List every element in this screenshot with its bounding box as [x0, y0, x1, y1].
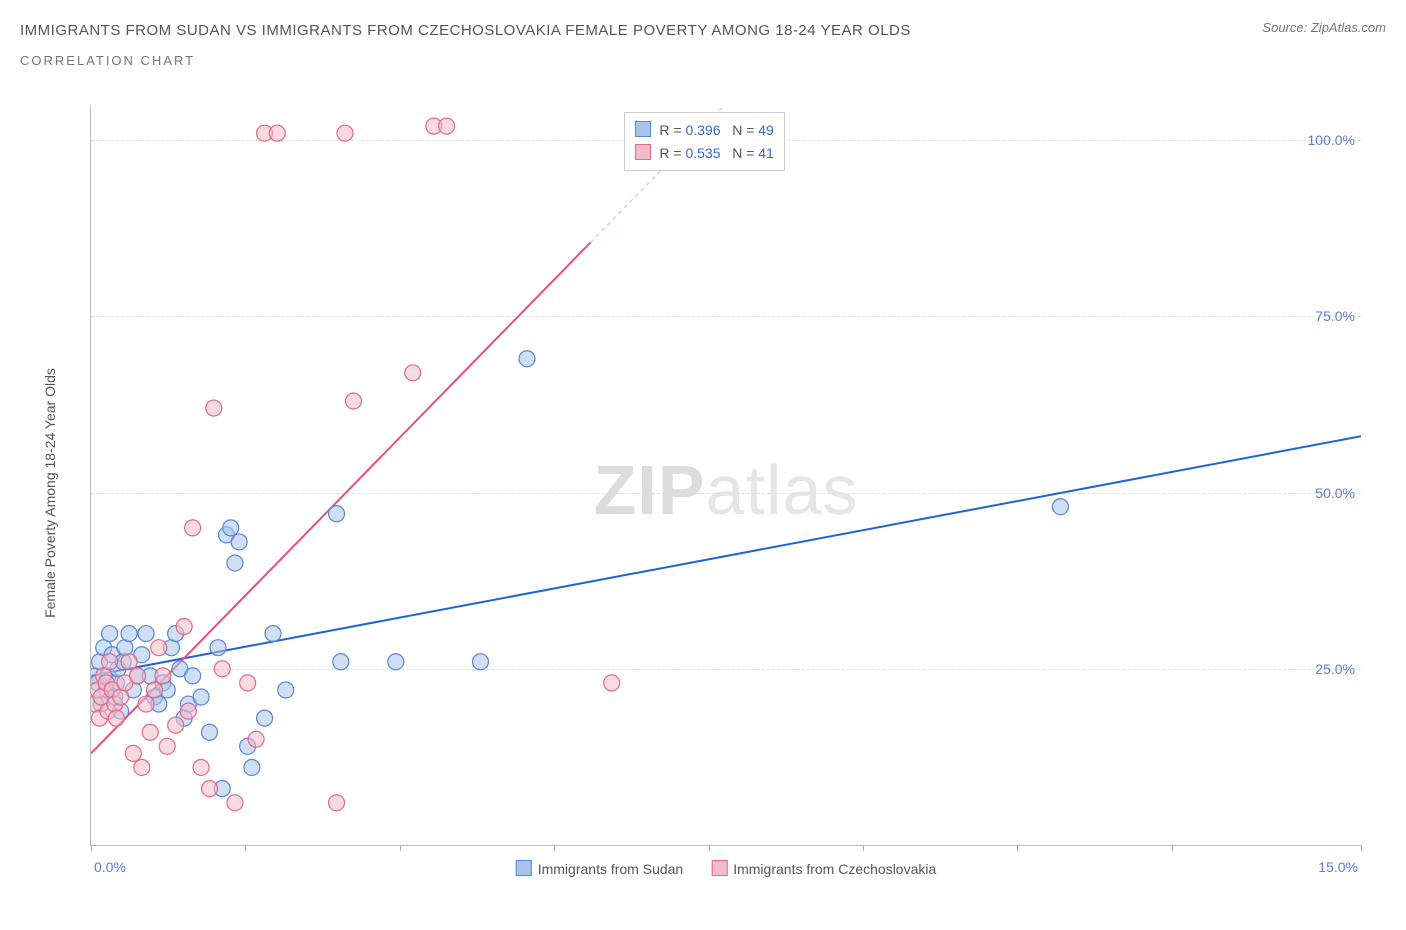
point-sudan	[138, 626, 154, 642]
point-czech	[180, 703, 196, 719]
point-sudan	[231, 534, 247, 550]
point-sudan	[227, 555, 243, 571]
point-czech	[125, 745, 141, 761]
point-sudan	[185, 668, 201, 684]
legend-label: Immigrants from Czechoslovakia	[733, 861, 936, 877]
point-czech	[121, 654, 137, 670]
point-czech	[248, 731, 264, 747]
point-sudan	[472, 654, 488, 670]
point-czech	[155, 668, 171, 684]
point-sudan	[102, 626, 118, 642]
chart-title: IMMIGRANTS FROM SUDAN VS IMMIGRANTS FROM…	[20, 20, 911, 41]
point-sudan	[519, 351, 535, 367]
point-czech	[102, 654, 118, 670]
svg-layer	[91, 105, 1361, 845]
point-sudan	[1052, 499, 1068, 515]
x-tick	[863, 845, 864, 851]
point-sudan	[202, 724, 218, 740]
legend-label: Immigrants from Sudan	[538, 861, 684, 877]
point-sudan	[121, 626, 137, 642]
x-tick	[1361, 845, 1362, 851]
legend-swatch	[635, 144, 651, 160]
source-credit: Source: ZipAtlas.com	[1262, 20, 1386, 35]
chart-subtitle: CORRELATION CHART	[20, 53, 911, 68]
point-czech	[113, 689, 129, 705]
plot-area: ZIPatlas 25.0%50.0%75.0%100.0%0.0%15.0%R…	[90, 105, 1361, 846]
point-sudan	[257, 710, 273, 726]
point-czech	[147, 682, 163, 698]
x-tick	[554, 845, 555, 851]
series-legend: Immigrants from Sudan Immigrants from Cze…	[516, 860, 937, 877]
point-sudan	[210, 640, 226, 656]
legend-swatch	[711, 860, 727, 876]
point-czech	[227, 795, 243, 811]
point-sudan	[388, 654, 404, 670]
point-sudan	[278, 682, 294, 698]
point-czech	[405, 365, 421, 381]
trend-line-sudan	[91, 436, 1361, 676]
point-sudan	[333, 654, 349, 670]
x-min-label: 0.0%	[94, 859, 126, 875]
point-czech	[604, 675, 620, 691]
point-sudan	[329, 506, 345, 522]
point-czech	[206, 400, 222, 416]
point-czech	[345, 393, 361, 409]
point-czech	[337, 125, 353, 141]
point-czech	[193, 759, 209, 775]
point-czech	[240, 675, 256, 691]
x-tick	[245, 845, 246, 851]
x-tick	[1172, 845, 1173, 851]
point-czech	[151, 640, 167, 656]
point-czech	[134, 759, 150, 775]
point-czech	[176, 619, 192, 635]
legend-stat: R = 0.535 N = 41	[659, 145, 773, 161]
x-max-label: 15.0%	[1318, 859, 1358, 875]
y-axis-title: Female Poverty Among 18-24 Year Olds	[42, 368, 58, 618]
point-sudan	[193, 689, 209, 705]
point-czech	[214, 661, 230, 677]
correlation-chart: Female Poverty Among 18-24 Year Olds ZIP…	[70, 105, 1370, 865]
legend-swatch	[516, 860, 532, 876]
stats-legend: R = 0.396 N = 49 R = 0.535 N = 41	[624, 112, 784, 171]
point-sudan	[265, 626, 281, 642]
point-czech	[329, 795, 345, 811]
x-tick	[1017, 845, 1018, 851]
point-czech	[168, 717, 184, 733]
x-tick	[709, 845, 710, 851]
point-sudan	[117, 640, 133, 656]
point-czech	[142, 724, 158, 740]
x-tick	[400, 845, 401, 851]
point-czech	[269, 125, 285, 141]
point-czech	[185, 520, 201, 536]
point-czech	[159, 738, 175, 754]
legend-swatch	[635, 121, 651, 137]
point-czech	[138, 696, 154, 712]
legend-stat: R = 0.396 N = 49	[659, 122, 773, 138]
point-czech	[202, 781, 218, 797]
point-czech	[108, 710, 124, 726]
point-czech	[130, 668, 146, 684]
x-tick	[91, 845, 92, 851]
point-czech	[439, 118, 455, 134]
point-sudan	[223, 520, 239, 536]
point-sudan	[244, 759, 260, 775]
